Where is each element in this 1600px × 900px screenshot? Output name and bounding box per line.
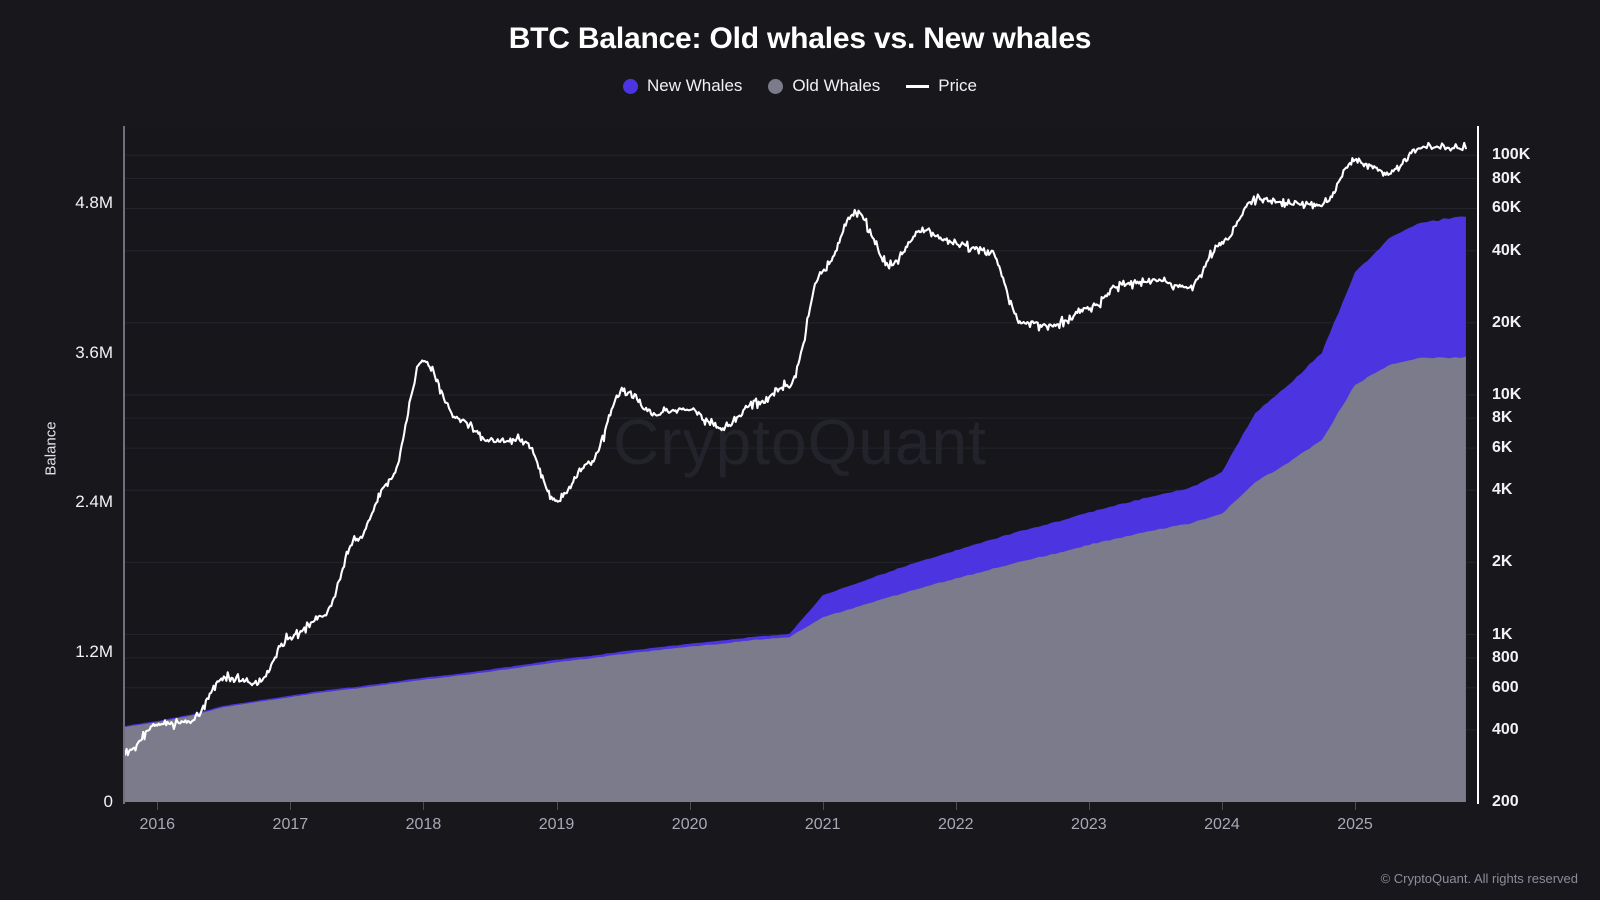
price-line-swatch-icon [906,84,930,88]
footer-credit: © CryptoQuant. All rights reserved [1380,871,1578,886]
stacked-areas [124,216,1466,802]
right-tick-label: 80K [1492,169,1522,187]
price-line [122,141,1467,758]
x-tick-mark [1355,802,1356,810]
chart-legend: New Whales Old Whales Price [0,76,1600,96]
legend-item-price[interactable]: Price [906,76,977,96]
left-axis-title: Balance [42,421,60,476]
x-tick-mark [689,802,691,810]
right-tick-label: 10K [1492,385,1522,403]
x-tick-mark [157,802,159,810]
legend-label-old-whales: Old Whales [792,76,881,95]
x-tick-label: 2022 [937,816,974,833]
x-tick-mark [1088,802,1090,810]
left-tick-label: 4.8M [75,192,113,212]
right-tick-label: 60K [1492,199,1522,217]
x-tick-mark [556,802,558,810]
legend-label-new-whales: New Whales [646,76,743,95]
x-tick-label: 2025 [1337,816,1373,833]
x-tick-label: 2019 [538,816,575,833]
x-tick-label: 2021 [804,816,841,833]
right-tick-label: 600 [1492,678,1519,696]
x-tick-mark [290,802,292,810]
legend-item-old-whales[interactable]: Old Whales [768,76,880,96]
right-tick-label: 4K [1492,481,1513,499]
right-tick-label: 1K [1492,625,1513,643]
page-title: BTC Balance: Old whales vs. New whales [508,22,1092,55]
old-whales-swatch-icon [768,78,784,94]
right-tick-label: 20K [1492,313,1522,331]
left-tick-label: 3.6M [75,342,113,362]
left-tick-label: 0 [103,792,113,811]
x-tick-label: 2023 [1071,816,1107,833]
x-tick-label: 2017 [272,816,309,833]
right-tick-label: 40K [1492,241,1522,259]
right-tick-label: 200 [1492,793,1519,810]
x-tick-mark [822,802,824,810]
right-tick-label: 400 [1492,720,1519,738]
x-tick-mark [423,802,425,810]
legend-item-new-whales[interactable]: New Whales [622,76,743,96]
x-tick-label: 2016 [139,816,176,833]
left-tick-label: 2.4M [75,492,113,512]
new-whales-swatch-icon [622,78,638,94]
right-tick-label: 100K [1492,146,1531,164]
right-tick-label: 2K [1492,553,1513,571]
area-old-whales [124,356,1466,802]
x-tick-mark [1221,802,1223,810]
right-tick-label: 6K [1492,439,1513,457]
x-tick-label: 2020 [671,816,708,833]
x-tick-label: 2024 [1204,816,1240,833]
legend-label-price: Price [938,76,978,95]
left-tick-label: 1.2M [75,642,113,662]
left-axis-line [123,126,125,804]
right-tick-label: 800 [1492,648,1519,666]
right-tick-label: 8K [1492,409,1513,427]
x-tick-mark [955,802,957,810]
right-axis-line [1477,126,1479,804]
x-tick-label: 2018 [405,816,442,833]
